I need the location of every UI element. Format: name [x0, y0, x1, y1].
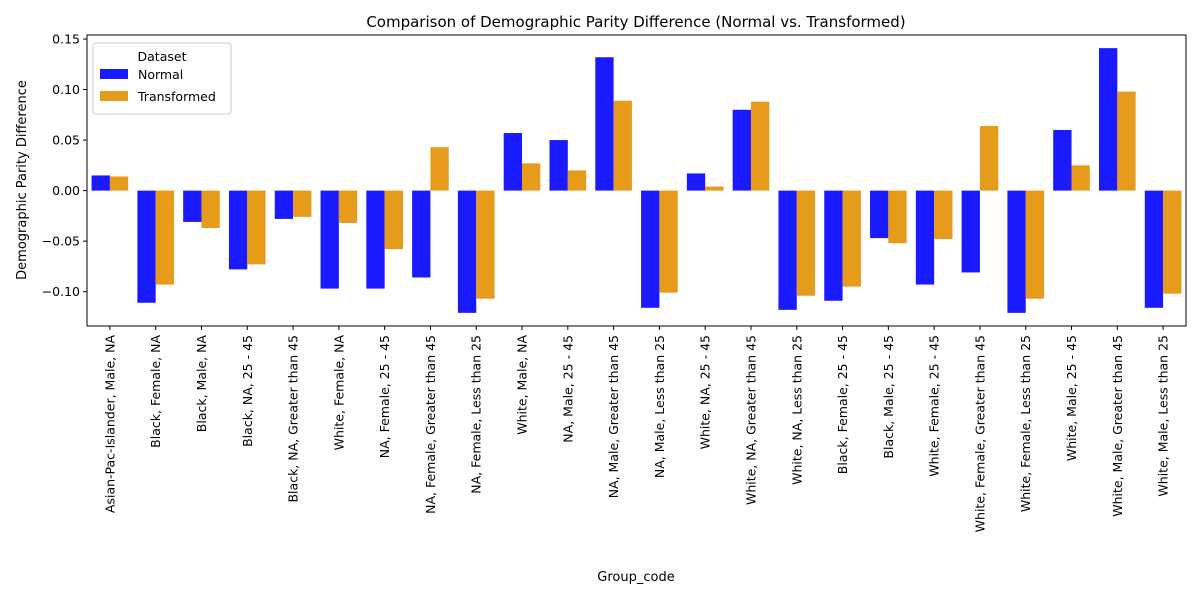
bar-transformed [567, 170, 587, 191]
legend-title: Dataset [138, 49, 187, 64]
bar-transformed [1117, 91, 1136, 191]
bar-normal [274, 190, 294, 219]
x-tick-label: White, Female, NA [331, 335, 346, 451]
x-tick-label: Black, NA, 25 - 45 [240, 335, 255, 447]
bar-normal [1007, 190, 1026, 313]
y-tick-label: 0.00 [52, 183, 80, 198]
x-tick-label: White, Male, Greater than 45 [1110, 335, 1125, 517]
bar-transformed [338, 190, 358, 223]
x-axis-ticks: Asian-Pac-Islander, Male, NA Black, Femal… [102, 326, 1171, 532]
x-tick-label: White, NA, Less than 25 [789, 335, 804, 485]
bar-transformed [384, 190, 403, 250]
bar-normal [412, 190, 431, 278]
bar-transformed [430, 147, 449, 191]
bar-transformed [1071, 165, 1090, 191]
bar-transformed [842, 190, 861, 287]
bar-transformed [1025, 190, 1045, 299]
bar-transformed [979, 125, 999, 191]
x-tick-label: White, Female, Greater than 45 [972, 335, 987, 532]
y-tick-label: −0.10 [42, 284, 80, 299]
legend-swatch-transformed [100, 91, 128, 101]
bar-transformed [796, 190, 816, 296]
y-tick-label: 0.05 [52, 133, 80, 148]
bar-normal [183, 190, 202, 222]
x-tick-label: White, NA, Greater than 45 [743, 335, 758, 505]
bar-normal [961, 190, 980, 273]
x-tick-label: Black, Male, NA [194, 335, 209, 433]
bar-normal [824, 190, 843, 301]
bar-normal [595, 57, 614, 191]
bar-transformed [659, 190, 678, 293]
legend-label-normal: Normal [138, 67, 183, 82]
bar-normal [870, 190, 889, 239]
x-tick-label: Black, Female, NA [148, 335, 163, 448]
x-tick-label: Black, NA, Greater than 45 [286, 335, 301, 503]
bar-normal [915, 190, 935, 285]
bar-normal [503, 133, 523, 191]
y-tick-label: 0.15 [52, 32, 80, 47]
legend-swatch-normal [100, 69, 128, 79]
bar-transformed [293, 190, 312, 217]
x-tick-label: White, Female, 25 - 45 [927, 335, 942, 477]
bar-transformed [705, 186, 724, 191]
bar-normal [732, 109, 751, 191]
bar-transformed [247, 190, 266, 265]
bar-normal [1144, 190, 1164, 308]
bar-normal [457, 190, 477, 313]
bar-transformed [934, 190, 953, 240]
x-tick-label: White, Male, Less than 25 [1156, 335, 1171, 497]
bar-normal [778, 190, 797, 310]
bar-normal [91, 175, 110, 191]
bar-transformed [1163, 190, 1182, 294]
bar-normal [1053, 129, 1072, 191]
y-tick-label: −0.05 [42, 234, 80, 249]
y-axis-label: Demographic Parity Difference [15, 80, 30, 280]
x-tick-label: NA, Female, Less than 25 [469, 335, 484, 494]
x-tick-label: White, Male, 25 - 45 [1064, 335, 1079, 461]
x-tick-label: NA, Male, Greater than 45 [606, 335, 621, 498]
plot-frame [86, 34, 1187, 327]
x-tick-label: White, NA, 25 - 45 [698, 335, 713, 449]
bar-transformed [750, 101, 770, 191]
x-tick-label: Black, Female, 25 - 45 [835, 335, 850, 474]
bar-transformed [613, 100, 632, 191]
x-tick-label: NA, Male, Less than 25 [652, 335, 667, 478]
bar-normal [137, 190, 156, 303]
x-tick-label: NA, Male, 25 - 45 [560, 335, 575, 443]
x-tick-label: NA, Female, Greater than 45 [423, 335, 438, 514]
chart-title: Comparison of Demographic Parity Differe… [366, 13, 905, 31]
bar-transformed [476, 190, 495, 299]
bar-transformed [109, 176, 129, 191]
bar-normal [641, 190, 660, 308]
bar-normal [366, 190, 385, 289]
bar-transformed [522, 163, 541, 191]
bars-group [91, 48, 1182, 313]
x-tick-label: Asian-Pac-Islander, Male, NA [102, 335, 117, 514]
x-axis-label: Group_code [597, 570, 674, 585]
bar-normal [549, 140, 568, 191]
bar-transformed [888, 190, 907, 244]
bar-normal [228, 190, 248, 270]
bar-normal [1099, 48, 1118, 191]
x-tick-label: White, Female, Less than 25 [1018, 335, 1033, 512]
bar-normal [320, 190, 339, 289]
legend-label-transformed: Transformed [137, 89, 216, 104]
bar-normal [686, 173, 706, 191]
x-tick-label: White, Male, NA [515, 335, 530, 435]
x-tick-label: NA, Female, 25 - 45 [377, 335, 392, 458]
x-tick-label: Black, Male, 25 - 45 [881, 335, 896, 459]
y-axis-ticks: −0.10 −0.05 0.00 0.05 0.10 0.15 [42, 32, 87, 299]
legend: Dataset Normal Transformed [92, 42, 232, 115]
y-tick-label: 0.10 [52, 82, 80, 97]
bar-transformed [155, 190, 175, 285]
bar-transformed [201, 190, 220, 228]
